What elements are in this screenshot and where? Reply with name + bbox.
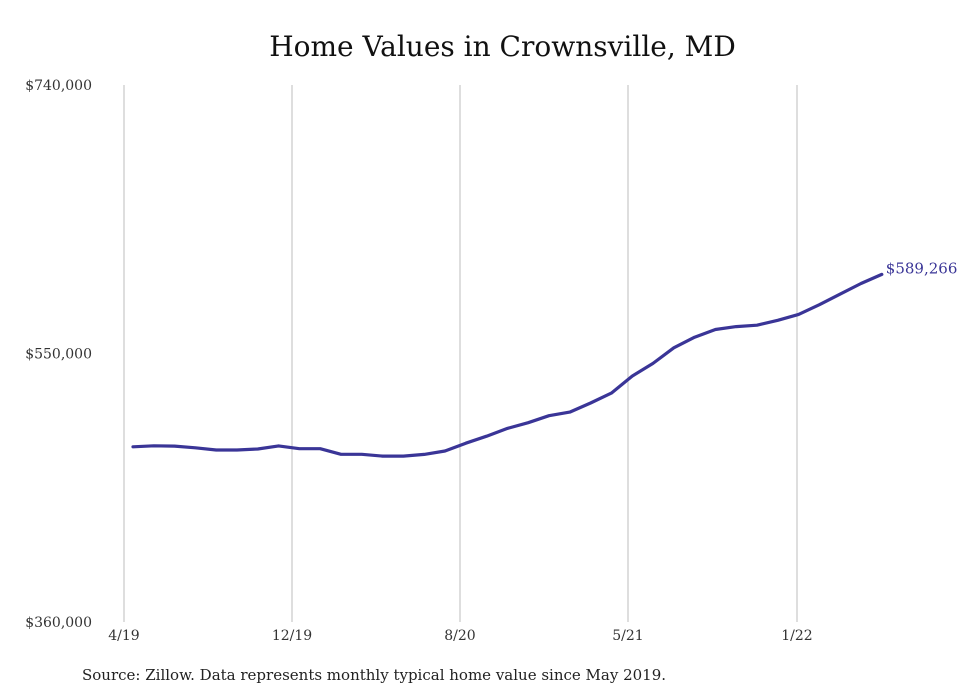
end-value-label: $589,266 xyxy=(886,259,958,277)
y-tick-label: $550,000 xyxy=(25,347,92,363)
x-tick-label: 8/20 xyxy=(444,628,475,644)
axis-labels: 4/19 12/19 8/20 5/21 1/22 $360,000 $550,000 $74… xyxy=(25,78,813,644)
source-note: Source: Zillow. Data represents monthly … xyxy=(82,666,667,684)
chart-title: Home Values in Crownsville, MD xyxy=(269,30,736,63)
line-chart: 4/19 12/19 8/20 5/21 1/22 $360,000 $550,000 $74… xyxy=(25,78,958,644)
y-tick-label: $360,000 xyxy=(25,615,92,631)
x-tick-label: 1/22 xyxy=(781,628,812,644)
x-tick-label: 4/19 xyxy=(108,628,139,644)
y-tick-label: $740,000 xyxy=(25,78,92,94)
gridlines xyxy=(123,85,798,622)
x-tick-label: 5/21 xyxy=(612,628,643,644)
x-tick-label: 12/19 xyxy=(272,628,312,644)
series-line xyxy=(131,272,884,458)
series-layer: $589,266 xyxy=(131,259,958,458)
